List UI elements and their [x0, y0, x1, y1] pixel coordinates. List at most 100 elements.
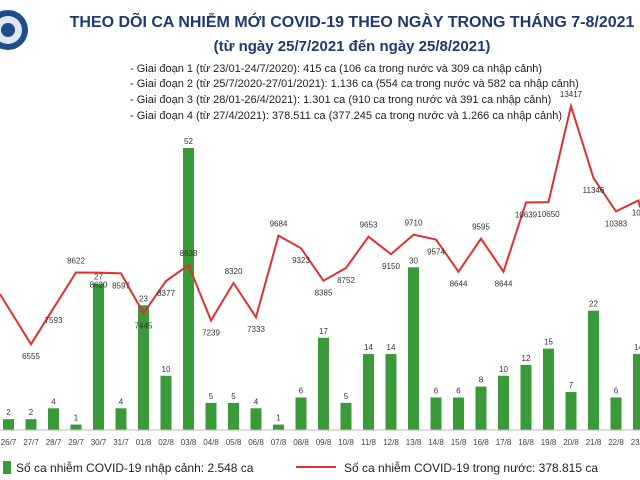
logo-badge: [0, 10, 28, 50]
chart-title: THEO DÕI CA NHIỄM MỚI COVID-19 THEO NGÀY…: [70, 11, 635, 31]
bar-06/8: [250, 408, 262, 430]
bar-29/7: [70, 424, 82, 430]
line-value-label: 8597: [112, 281, 130, 290]
x-tick-label: 26/7: [1, 438, 17, 447]
line-value-label: 9574: [427, 247, 445, 256]
bar-value-label: 30: [409, 256, 418, 265]
bar-value-label: 27: [94, 273, 103, 282]
line-value-label: 10639: [515, 211, 538, 220]
bar-value-label: 4: [51, 397, 56, 406]
x-axis-ticks: 26/7 27/7 28/7 29/7 30/7 31/7 01/8 02/8 03/8 04/8…: [1, 438, 640, 447]
bar-08/8: [295, 397, 307, 430]
bar-05/8: [228, 402, 239, 430]
x-tick-label: 12/8: [383, 438, 399, 447]
domestic-cases-line: [0, 102, 640, 347]
x-tick-label: 04/8: [203, 438, 219, 447]
bar-value-label: 6: [456, 386, 461, 395]
line-value-label: 8644: [495, 280, 513, 289]
x-tick-label: 18/8: [518, 438, 534, 447]
bar-value-label: 8: [479, 376, 484, 385]
info-line-4: - Giai đoạn 4 (từ 27/4/2021): 378.511 ca…: [130, 110, 562, 122]
line-value-label: 6555: [22, 352, 40, 361]
x-tick-label: 13/8: [406, 438, 422, 447]
line-value-label: 10383: [605, 219, 628, 228]
line-value-label: 11346: [583, 186, 605, 195]
x-tick-label: 19/8: [541, 438, 557, 447]
line-value-label: 10650: [537, 210, 560, 219]
bar-01/8: [138, 305, 149, 430]
line-value-label: 9710: [405, 219, 423, 228]
bar-14/8: [430, 397, 442, 430]
bar-19/8: [543, 348, 554, 430]
bar-value-label: 52: [184, 137, 193, 146]
x-tick-label: 10/8: [338, 438, 354, 447]
bar-value-label: 5: [231, 392, 236, 401]
bar-value-label: 6: [614, 386, 619, 395]
bar-value-label: 22: [589, 300, 598, 309]
bar-value-label: 6: [434, 386, 439, 395]
chart-subtitle: (từ ngày 25/7/2021 đến ngày 25/8/2021): [214, 38, 491, 55]
x-tick-label: 22/8: [608, 438, 624, 447]
bar-18/8: [520, 364, 532, 430]
bar-value-label: 5: [344, 392, 349, 401]
line-value-label: 7593: [45, 316, 63, 325]
bar-09/8: [318, 337, 329, 430]
line-series: 6555 7593 8622 8620 8597 7445 8377 8838 7239 8320…: [0, 90, 640, 361]
x-tick-label: 17/8: [496, 438, 512, 447]
line-value-label: 9323: [292, 256, 310, 265]
bar-value-label: 2: [6, 408, 11, 417]
bar-28/7: [48, 408, 59, 430]
x-tick-label: 03/8: [181, 438, 197, 447]
info-line-1: - Giai đoạn 1 (từ 23/01-24/7/2020): 415 …: [130, 63, 542, 75]
x-tick-label: 07/8: [271, 438, 287, 447]
legend-bar-swatch: [3, 461, 11, 474]
info-line-2: - Giai đoạn 2 (từ 25/7/2020-27/01/2021):…: [130, 78, 579, 90]
bar-30/7: [93, 283, 104, 430]
line-value-label: 7239: [202, 328, 220, 337]
line-value-label: 8622: [67, 256, 85, 265]
bar-value-label: 4: [119, 397, 124, 406]
x-tick-label: 15/8: [451, 438, 467, 447]
bar-value-label: 5: [209, 392, 214, 401]
bar-04/8: [205, 402, 217, 430]
x-tick-label: 29/7: [68, 438, 84, 447]
x-tick-label: 23/8: [631, 438, 640, 447]
bar-value-label: 14: [364, 343, 373, 352]
bar-11/8: [363, 354, 374, 430]
bar-03/8: [183, 148, 194, 430]
bar-21/8: [588, 310, 599, 430]
bar-value-label: 6: [299, 386, 304, 395]
x-tick-label: 01/8: [136, 438, 152, 447]
bar-value-label: 17: [319, 327, 328, 336]
x-tick-label: 31/7: [113, 438, 129, 447]
info-line-3: - Giai đoạn 3 (từ 28/01-26/4/2021): 1.30…: [130, 94, 551, 106]
bar-value-label: 14: [634, 343, 640, 352]
bar-23/8: [633, 354, 640, 430]
bar-02/8: [160, 375, 172, 430]
bar-value-label: 10: [162, 365, 171, 374]
bar-15/8: [453, 397, 464, 430]
x-tick-label: 06/8: [248, 438, 264, 447]
bar-value-label: 1: [74, 414, 79, 423]
legend-line-label: Số ca nhiễm COVID-19 trong nước: 378.815…: [344, 460, 598, 475]
line-value-label: 8385: [315, 289, 333, 298]
line-value-label: 8838: [180, 249, 198, 258]
line-value-label: 9684: [270, 220, 288, 229]
x-tick-label: 09/8: [316, 438, 332, 447]
bar-17/8: [498, 375, 509, 430]
x-tick-label: 14/8: [428, 438, 444, 447]
bar-16/8: [475, 386, 487, 430]
x-tick-label: 02/8: [158, 438, 174, 447]
x-tick-label: 28/7: [46, 438, 62, 447]
line-value-label: 7333: [247, 325, 265, 334]
x-tick-label: 11/8: [361, 438, 377, 447]
bar-value-label: 7: [569, 381, 574, 390]
x-tick-label: 20/8: [563, 438, 579, 447]
bar-value-label: 4: [254, 397, 259, 406]
bar-22/8: [610, 397, 622, 430]
bar-31/7: [115, 408, 127, 430]
legend-bar-label: Số ca nhiễm COVID-19 nhập cảnh: 2.548 ca: [16, 460, 254, 475]
bar-12/8: [385, 354, 397, 430]
x-tick-label: 30/7: [91, 438, 107, 447]
